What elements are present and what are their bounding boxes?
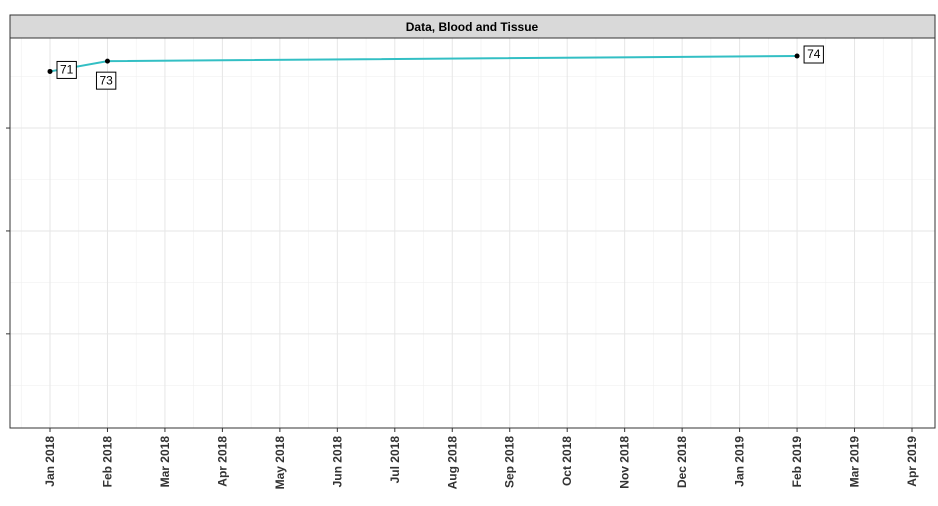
- data-label: 74: [807, 47, 821, 61]
- data-label-box: [56, 60, 77, 79]
- x-tick-label: May 2018: [273, 436, 287, 490]
- data-label-box: [95, 71, 117, 90]
- x-tick-label: Nov 2018: [618, 436, 632, 489]
- marks: 71 73 74: [47, 45, 824, 90]
- panel-border: [9, 37, 936, 429]
- data-label: 73: [99, 73, 113, 87]
- chart-title: Data, Blood and Tissue: [406, 20, 539, 34]
- x-tick-label: Feb 2019: [790, 436, 804, 488]
- x-tick-label: Dec 2018: [675, 436, 689, 488]
- point: [47, 68, 53, 74]
- x-tick-label: Oct 2018: [560, 436, 574, 486]
- x-tick-label: Mar 2018: [158, 436, 172, 488]
- x-tick-label: Apr 2018: [215, 436, 229, 487]
- x-tick-label: Mar 2019: [848, 436, 862, 488]
- x-tick-label: Apr 2019: [905, 436, 919, 487]
- data-label: 71: [60, 63, 74, 77]
- x-tick-label: Aug 2018: [445, 436, 459, 490]
- point: [794, 53, 800, 59]
- x-tick-label: Jan 2019: [733, 436, 747, 487]
- x-tick-label: Feb 2018: [100, 436, 114, 488]
- point: [104, 58, 110, 64]
- grid: [10, 38, 935, 428]
- x-tick-label: Jun 2018: [330, 436, 344, 488]
- data-label-box: [803, 45, 824, 64]
- x-tick-label: Jul 2018: [388, 436, 402, 484]
- x-tick-label: Sep 2018: [503, 436, 517, 488]
- x-tick-label: Jan 2018: [43, 436, 57, 487]
